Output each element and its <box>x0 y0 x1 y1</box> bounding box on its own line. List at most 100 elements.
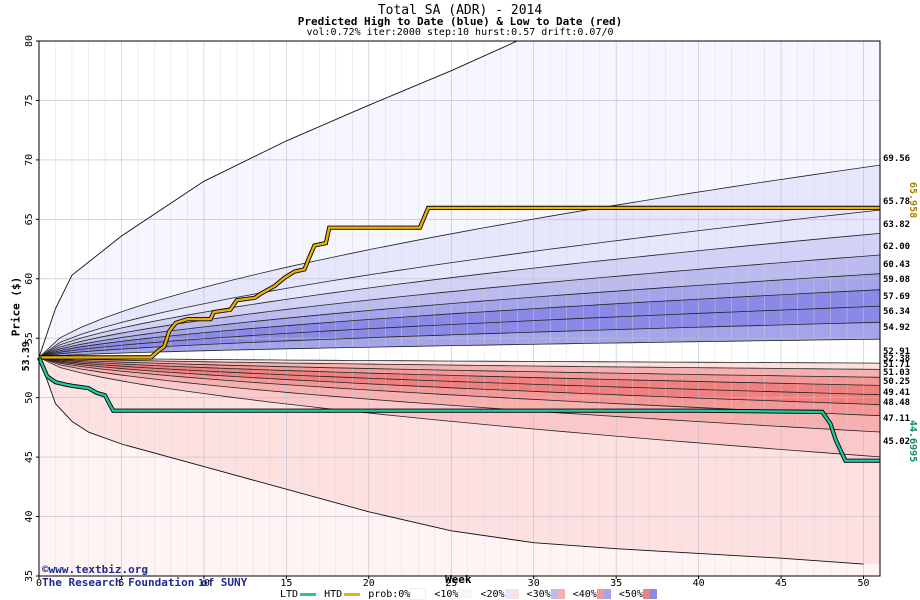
band-lower-6 <box>39 357 880 432</box>
quantile-line-59.08 <box>38 289 881 358</box>
y-tick-label-45: 45 <box>24 451 35 463</box>
band-lower-1 <box>39 357 880 378</box>
band-upper-5 <box>39 273 880 358</box>
right-label-62.00: 62.00 <box>883 242 910 252</box>
legend-ltd-label: LTD <box>280 588 299 600</box>
band-lower-5 <box>39 357 880 416</box>
quantile-line-51.03 <box>38 357 881 386</box>
quantile-line-51.71 <box>38 357 881 378</box>
quantile-line-47.11 <box>38 357 881 433</box>
right-label-59.08: 59.08 <box>883 275 910 285</box>
quantile-line-54.92 <box>38 338 881 358</box>
right-label-47.11: 47.11 <box>883 414 910 424</box>
right-label-49.41: 49.41 <box>883 388 910 398</box>
right-label-60.43: 60.43 <box>883 260 910 270</box>
credit-line-2: The Research Foundation of SUNY <box>42 576 248 589</box>
y-tick-label-35: 35 <box>24 570 35 582</box>
quantile-line-69.56 <box>38 164 881 358</box>
band-lower-0 <box>39 357 880 370</box>
band-lower-2 <box>39 357 880 386</box>
right-label-45.02: 45.02 <box>883 437 910 447</box>
band-lower-tail <box>39 357 880 576</box>
credit-line-1: ©www.textbiz.org <box>42 563 148 576</box>
quantile-line-52.91 <box>38 357 881 364</box>
band-upper-8 <box>39 322 880 358</box>
right-label-52.38: 52.38 <box>883 354 910 364</box>
htd-final-label: 65.958 <box>907 182 918 219</box>
right-label-52.91: 52.91 <box>883 347 910 357</box>
x-tick-label-15: 15 <box>280 578 292 589</box>
y-tick-label-70: 70 <box>24 154 35 166</box>
legend-p10-label: <10% <box>434 588 459 600</box>
chart-params: vol:0.72% iter:2000 step:10 hurst:0.57 d… <box>306 27 614 38</box>
legend-ltd-swatch <box>300 592 317 596</box>
quantile-line-65.78 <box>38 209 881 358</box>
y-tick-label-50: 50 <box>24 392 35 404</box>
band-lower-4 <box>39 357 880 405</box>
axis-ticks: 0 5 10 15 20 25 30 35 40 45 50 35 40 45 50 55 60 65 70 75 80 <box>24 35 870 589</box>
legend-p50-label: <50% <box>618 588 643 600</box>
quantile-line-60.43 <box>38 273 881 358</box>
band-upper-3 <box>39 233 880 358</box>
x-tick-label-35: 35 <box>610 578 622 589</box>
band-upper-6 <box>39 289 880 358</box>
quantile-line-45.02 <box>38 357 881 458</box>
probability-bands <box>39 41 880 576</box>
legend-prob-label: prob:0% <box>368 588 411 600</box>
band-middle <box>39 339 880 364</box>
right-label-50.25: 50.25 <box>883 377 910 387</box>
right-label-56.34: 56.34 <box>883 307 911 317</box>
start-price-label: 53.39 <box>21 341 32 371</box>
y-tick-label-55: 55 <box>24 332 35 344</box>
legend-p20-label: <20% <box>480 588 505 600</box>
legend-p10-swatch <box>458 589 473 599</box>
band-upper-4 <box>39 255 880 358</box>
legend-p40-label: <40% <box>572 588 597 600</box>
x-tick-label-50: 50 <box>857 578 869 589</box>
right-quantile-labels: 69.56 65.78 63.82 62.00 60.43 59.08 57.69 56.34… <box>883 154 911 447</box>
quantile-line-50.25 <box>38 357 881 396</box>
right-label-63.82: 63.82 <box>883 220 910 230</box>
band-lower-3 <box>39 357 880 395</box>
x-tick-label-0: 0 <box>36 578 42 589</box>
envelope-upper <box>38 40 551 358</box>
x-tick-label-25: 25 <box>445 578 457 589</box>
legend-htd-swatch <box>344 592 361 596</box>
quantile-line-52.38 <box>38 357 881 370</box>
x-tick-label-5: 5 <box>118 578 124 589</box>
legend-p0-swatch <box>410 588 427 600</box>
envelope-lines <box>38 40 864 565</box>
band-upper-2 <box>39 210 880 358</box>
band-lower-7 <box>39 357 880 457</box>
series-line-ltd <box>37 356 880 462</box>
quantile-line-57.69 <box>38 305 881 358</box>
y-tick-label-80: 80 <box>24 35 35 47</box>
quantile-line-63.82 <box>38 233 881 358</box>
legend-p50-swatch <box>642 589 657 599</box>
quantile-line-56.34 <box>38 321 881 358</box>
envelope-lower <box>38 357 864 565</box>
quantile-line-49.41 <box>38 357 881 406</box>
legend: LTD HTD prob:0% <10% <20% <30% <40% <50% <box>280 588 659 600</box>
x-axis-label: Week <box>445 573 472 586</box>
y-tick-label-60: 60 <box>24 273 35 285</box>
right-label-65.78: 65.78 <box>883 197 910 207</box>
right-label-57.69: 57.69 <box>883 292 910 302</box>
y-axis-label: Price ($) <box>9 276 23 337</box>
y-tick-label-40: 40 <box>24 511 35 523</box>
x-tick-label-30: 30 <box>528 578 540 589</box>
right-label-54.92: 54.92 <box>883 323 910 333</box>
x-tick-label-20: 20 <box>363 578 375 589</box>
right-label-48.48: 48.48 <box>883 398 910 408</box>
quantile-lines <box>38 164 881 458</box>
legend-htd-label: HTD <box>324 588 343 600</box>
legend-p30-swatch <box>550 589 565 599</box>
ltd-final-label: 44.6995 <box>907 420 918 463</box>
x-tick-label-45: 45 <box>775 578 787 589</box>
legend-p40-swatch <box>596 589 611 599</box>
y-tick-label-65: 65 <box>24 213 35 225</box>
series-lines <box>37 205 880 463</box>
y-tick-label-75: 75 <box>24 94 35 106</box>
right-label-51.03: 51.03 <box>883 368 910 378</box>
